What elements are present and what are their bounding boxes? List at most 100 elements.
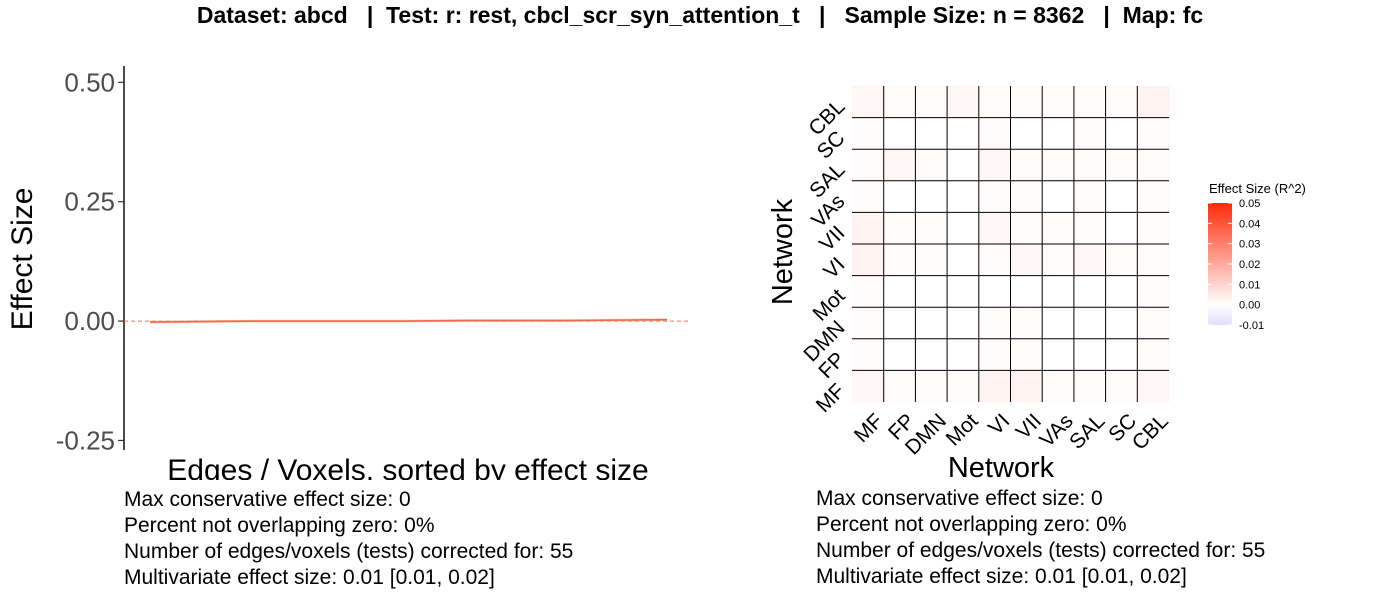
- heatmap-cell: [1010, 86, 1043, 119]
- stat-percent-not-overlapping: Percent not overlapping zero: 0%: [816, 513, 1127, 536]
- heatmap-cell: [1105, 180, 1138, 213]
- heatmap-cell: [1137, 212, 1170, 245]
- x-axis-title: Edges / Voxels, sorted by effect size: [167, 454, 648, 480]
- heatmap-cell: [1042, 180, 1075, 213]
- y-tick-label: 0.25: [64, 187, 115, 217]
- heatmap-cell: [915, 244, 948, 277]
- heatmap-cell: [1105, 149, 1138, 182]
- heatmap-cell: [947, 275, 980, 308]
- heatmap-cell: [852, 180, 885, 213]
- heatmap-cell: [978, 149, 1011, 182]
- heatmap-cell: [978, 244, 1011, 277]
- series-line: [149, 318, 668, 323]
- heatmap-cell: [883, 338, 916, 371]
- heatmap-cell: [1042, 117, 1075, 150]
- legend-tick-label: 0.00: [1239, 300, 1260, 312]
- heatmap-cell: [1073, 307, 1107, 340]
- heatmap-cell: [1073, 244, 1107, 277]
- heatmap-cell: [883, 149, 916, 182]
- y-tick-label: MF: [812, 379, 850, 417]
- heatmap-cell: [883, 370, 916, 403]
- y-tick-label: SAL: [805, 158, 849, 202]
- heatmap-cell: [1042, 275, 1075, 308]
- heatmap-cell: [883, 307, 916, 340]
- heatmap-cell: [947, 370, 980, 403]
- effect-size-line-chart: 0.50 0.25 0.00 -0.25 Effect Size Edges / Voxe…: [6, 66, 690, 480]
- heatmap-cell: [1073, 275, 1107, 308]
- legend-tick-label: 0.04: [1239, 218, 1260, 230]
- y-axis-title: Network: [767, 198, 799, 305]
- heatmap-cell: [947, 307, 980, 340]
- heatmap-cell: [915, 370, 948, 403]
- heatmap-cell: [915, 149, 948, 182]
- page-title: Dataset: abcd | Test: r: rest, cbcl_scr_…: [196, 2, 1204, 28]
- heatmap-cell: [915, 86, 948, 119]
- stat-max-conservative: Max conservative effect size: 0: [124, 488, 411, 511]
- network-heatmap-chart: MFMFFPFPDMNDMNMotMotVIVIVIIVIIVAsVAsSALS…: [767, 86, 1306, 480]
- heatmap-cell: [1010, 275, 1043, 308]
- heatmap-cell: [852, 149, 885, 182]
- heatmap-cell: [852, 244, 885, 277]
- heatmap-cell: [947, 212, 980, 245]
- heatmap-cell: [1010, 244, 1043, 277]
- heatmap-cell: [852, 275, 885, 308]
- heatmap-cell: [1105, 307, 1138, 340]
- heatmap-cell: [852, 307, 885, 340]
- heatmap-cell: [1042, 338, 1075, 371]
- x-tick-label: SAL: [1065, 409, 1109, 453]
- heatmap-cell: [1137, 275, 1170, 308]
- heatmap-cell: [1137, 149, 1170, 182]
- stat-multivariate: Multivariate effect size: 0.01 [0.01, 0.…: [816, 565, 1187, 588]
- heatmap-cell: [1010, 338, 1043, 371]
- heatmap-cell: [883, 244, 916, 277]
- heatmap-cell: [1137, 117, 1170, 150]
- x-tick-label: CBL: [1128, 409, 1173, 454]
- heatmap-cell: [1073, 180, 1107, 213]
- heatmap-cell: [1010, 212, 1043, 245]
- heatmap-cell: [1137, 244, 1170, 277]
- x-tick-label: MF: [850, 409, 888, 447]
- heatmap-cell: [1105, 275, 1138, 308]
- heatmap-cell: [915, 307, 948, 340]
- stats-right: Max conservative effect size: 0 Percent …: [816, 486, 1265, 590]
- heatmap-cell: [947, 86, 980, 119]
- heatmap-cell: [1105, 338, 1138, 371]
- x-axis-title: Network: [948, 452, 1055, 480]
- heatmap-cell: [978, 275, 1011, 308]
- heatmap-cell: [978, 86, 1011, 119]
- y-tick-label: 0.00: [64, 306, 115, 336]
- y-tick-label: 0.50: [64, 67, 115, 97]
- heatmap-cell: [852, 212, 885, 245]
- heatmap-cell: [978, 117, 1011, 150]
- heatmap-cell: [1042, 212, 1075, 245]
- heatmap-cell: [852, 117, 885, 150]
- legend-tick-label: 0.05: [1239, 198, 1260, 210]
- heatmap-cell: [947, 338, 980, 371]
- heatmap-cell: [1105, 212, 1138, 245]
- heatmap-cell: [1042, 86, 1075, 119]
- y-tick-label: -0.25: [56, 425, 115, 455]
- heatmap-cell: [947, 180, 980, 213]
- heatmap-cell: [1137, 338, 1170, 371]
- heatmap-cell: [1073, 370, 1107, 403]
- heatmap-cell: [852, 370, 885, 403]
- heatmap-cell: [852, 338, 885, 371]
- heatmap-cell: [883, 117, 916, 150]
- heatmap-cell: [883, 212, 916, 245]
- heatmap-cell: [852, 86, 885, 119]
- heatmap-cell: [915, 275, 948, 308]
- heatmap-cell: [1042, 370, 1075, 403]
- x-tick-label: VI: [984, 409, 1014, 439]
- heatmap-cell: [1042, 307, 1075, 340]
- heatmap-cell: [947, 149, 980, 182]
- heatmap-cell: [883, 275, 916, 308]
- y-tick-label: CBL: [804, 95, 849, 140]
- heatmap-cell: [947, 117, 980, 150]
- heatmap-cell: [1073, 212, 1107, 245]
- heatmap-cell: [915, 212, 948, 245]
- heatmap-cell: [978, 370, 1011, 403]
- heatmap-cell: [1137, 370, 1170, 403]
- legend-title: Effect Size (R^2): [1209, 181, 1306, 196]
- heatmap-cell: [1073, 117, 1107, 150]
- stat-multivariate: Multivariate effect size: 0.01 [0.01, 0.…: [124, 566, 495, 589]
